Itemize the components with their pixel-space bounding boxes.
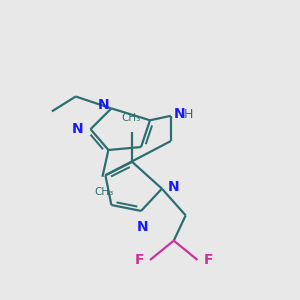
Text: CH₃: CH₃ [94,187,114,197]
Text: F: F [135,253,144,267]
Text: N: N [98,98,110,112]
Text: F: F [203,253,213,267]
Text: H: H [184,108,194,121]
Text: N: N [174,107,185,121]
Text: N: N [168,180,179,194]
Text: CH₃: CH₃ [121,113,140,123]
Text: N: N [71,122,83,136]
Text: N: N [137,220,148,234]
